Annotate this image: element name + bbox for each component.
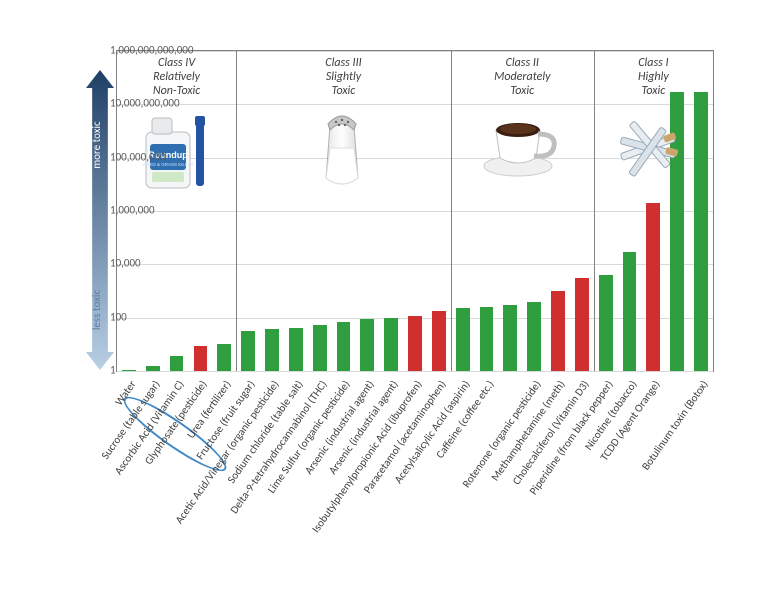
bar [480,307,494,371]
salt-shaker-icon [314,108,370,188]
class-header: Class IVRelativelyNon-Toxic [117,57,236,98]
bar [456,308,470,371]
class-label: Non-Toxic [153,84,200,98]
bar [170,356,184,371]
bar [646,203,660,371]
class-label: Slightly [326,70,361,84]
y-axis-label: 100,000,000 [110,150,116,163]
bar [194,346,208,371]
class-label: Toxic [332,84,356,98]
y-axis-label: 1,000,000 [110,204,116,217]
y-axis-label: 100 [110,310,116,323]
class-label: Highly [638,70,669,84]
class-label: Class IV [158,56,195,70]
class-label: Class III [325,56,361,70]
class-label: Toxic [642,84,666,98]
arrow-label-top: more toxic [90,121,103,169]
gridline [117,371,713,372]
gridline [117,104,713,105]
bar [146,366,160,371]
bar [408,316,422,371]
cigarettes-icon [616,116,688,180]
class-label: Toxic [510,84,534,98]
coffee-cup-icon [482,116,560,180]
bar [122,370,136,371]
toxicity-arrow: more toxic less toxic [86,70,114,370]
bar [694,92,708,371]
bar [551,291,565,371]
class-header: Class IHighlyToxic [594,57,713,98]
bar [623,252,637,371]
bar [313,325,327,371]
class-divider [236,51,237,371]
bar [384,318,398,371]
class-label: Class II [506,56,539,70]
class-header: Class IIISlightlyToxic [236,57,451,98]
gridline [117,51,713,52]
plot-area: Class IVRelativelyNon-ToxicClass IIISlig… [116,50,714,372]
class-header: Class IIModeratelyToxic [451,57,594,98]
bar [265,329,279,371]
bar [360,319,374,371]
bar [217,344,231,371]
bar [241,331,255,371]
y-axis-label: 10,000,000,000 [110,97,116,110]
class-divider [451,51,452,371]
bar [503,305,517,371]
arrow-label-bottom: less toxic [90,290,103,331]
bar [575,278,589,371]
class-divider [594,51,595,371]
bar [337,322,351,371]
class-label: Moderately [494,70,550,84]
bar [527,302,541,371]
class-label: Relatively [153,70,200,84]
bar [599,275,613,371]
y-axis-label: 1,000,000,000,000 [110,44,116,57]
bar [289,328,303,371]
chart-stage: Class IVRelativelyNon-ToxicClass IIISlig… [0,0,759,595]
gridline [117,211,713,212]
y-axis-label: 1 [110,364,116,377]
class-label: Class I [638,56,668,70]
y-axis-label: 10,000 [110,257,116,270]
bar [432,311,446,371]
